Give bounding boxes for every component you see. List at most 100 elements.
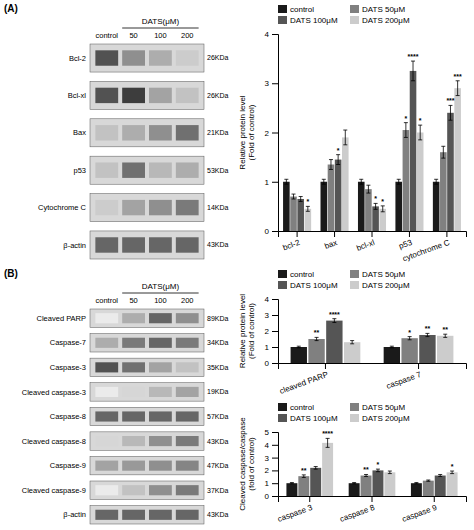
legend-entry: DATS 50μM	[362, 5, 405, 14]
band	[149, 50, 172, 65]
lane-label: control	[96, 296, 119, 305]
y-axis-title: Relative protein level(Fold of control)	[238, 95, 256, 169]
bar	[435, 476, 446, 496]
y-tick: 3	[265, 79, 278, 88]
x-tick-label: cytochrome C	[401, 238, 451, 263]
x-axis: caspase 3caspase 8caspase 9	[276, 496, 466, 524]
bar	[365, 189, 372, 231]
x-axis: bcl-2baxbcl-xlp53cytochrome C	[279, 231, 467, 263]
legend-swatch	[350, 403, 359, 411]
row-right-label: 26KDa	[207, 54, 229, 61]
significance: **	[314, 329, 320, 336]
legend-swatch	[278, 414, 287, 422]
band	[95, 200, 118, 215]
y-tick-mark	[272, 231, 278, 232]
y-axis-line	[272, 35, 279, 232]
legend-entry: DATS 200μM	[362, 414, 410, 423]
lane-label: 200	[181, 296, 194, 305]
panel-label: (A)	[4, 3, 18, 14]
significance: **	[425, 325, 431, 332]
lane-label: control	[96, 31, 119, 40]
y-axis-title: Cleaved caspase/caspase(fold of control)	[238, 417, 256, 511]
x-tick-label: p53	[398, 238, 414, 251]
row-label: Caspase-3	[50, 363, 86, 372]
band	[122, 338, 145, 348]
band	[95, 88, 118, 103]
legend: controlDATS 50μMDATS 100μMDATS 200μM	[278, 270, 410, 290]
header-rule	[122, 28, 198, 29]
band	[176, 485, 199, 495]
bar	[298, 476, 309, 496]
error-bar	[388, 471, 392, 474]
row-label: Bcl-xl	[68, 91, 87, 100]
significance: ****	[329, 311, 340, 318]
bar	[291, 347, 307, 363]
blot-strip	[90, 506, 204, 524]
y-tick-label: 3	[265, 311, 270, 320]
band	[149, 411, 172, 421]
error-bar	[443, 334, 447, 337]
row-label: β-actin	[63, 241, 86, 250]
bar	[395, 182, 402, 231]
error-bar	[438, 474, 442, 476]
bar	[321, 182, 328, 231]
y-tick: 4	[265, 295, 278, 304]
error-bar	[322, 179, 326, 184]
y-tick-label: 4	[265, 295, 270, 304]
error-bar	[426, 480, 430, 481]
error-bar	[381, 206, 385, 212]
error-bar	[290, 483, 294, 484]
band	[95, 436, 118, 446]
y-tick: 2	[265, 327, 278, 336]
x-tick: caspase 3	[276, 496, 314, 524]
legend-entry: DATS 100μM	[290, 281, 338, 290]
row-right-label: 14KDa	[207, 204, 229, 211]
marks	[286, 438, 457, 496]
error-bar	[418, 125, 422, 140]
y-tick: 1	[265, 178, 278, 187]
band	[122, 436, 145, 446]
y-tick-mark	[272, 483, 278, 484]
y-tick-mark	[272, 432, 278, 433]
x-tick-label: cleaved PARP	[278, 370, 329, 396]
y-axis-title-line: (Fold of control)	[247, 303, 256, 359]
error-bar	[374, 203, 378, 209]
bar	[349, 483, 360, 496]
error-bar	[336, 155, 340, 165]
blot-strip	[90, 156, 204, 184]
row-label: p53	[73, 166, 86, 175]
significance: ***	[454, 73, 462, 80]
x-tick-label: bcl-xl	[355, 238, 376, 253]
legend-swatch	[278, 16, 287, 24]
error-bar	[306, 206, 310, 211]
error-bar	[390, 346, 394, 348]
significance: *	[377, 461, 380, 468]
bar	[410, 71, 417, 231]
bar	[372, 206, 379, 231]
error-bar	[441, 146, 445, 158]
band	[95, 125, 118, 140]
row-right-label: 21KDa	[207, 129, 229, 136]
legend-entry: control	[290, 403, 314, 412]
x-tick-label: caspase 9	[401, 503, 439, 524]
y-axis-title-line: Relative protein level	[238, 95, 247, 169]
band	[176, 362, 199, 372]
y-tick: 4	[265, 30, 278, 39]
y-tick: 0	[265, 492, 278, 501]
legend-swatch	[278, 270, 287, 278]
band	[149, 338, 172, 348]
band	[149, 461, 172, 471]
blot-strip	[90, 119, 204, 147]
band	[176, 313, 199, 323]
error-bar	[284, 179, 288, 184]
row-right-label: 57KDa	[207, 413, 229, 420]
y-tick: 2	[265, 466, 278, 475]
band	[95, 237, 118, 252]
band	[176, 411, 199, 421]
legend-entry: DATS 100μM	[290, 16, 338, 25]
significance: **	[301, 467, 307, 474]
error-bar	[343, 130, 347, 145]
error-bar	[332, 319, 336, 323]
band	[122, 387, 145, 397]
significance: ***	[446, 97, 454, 104]
